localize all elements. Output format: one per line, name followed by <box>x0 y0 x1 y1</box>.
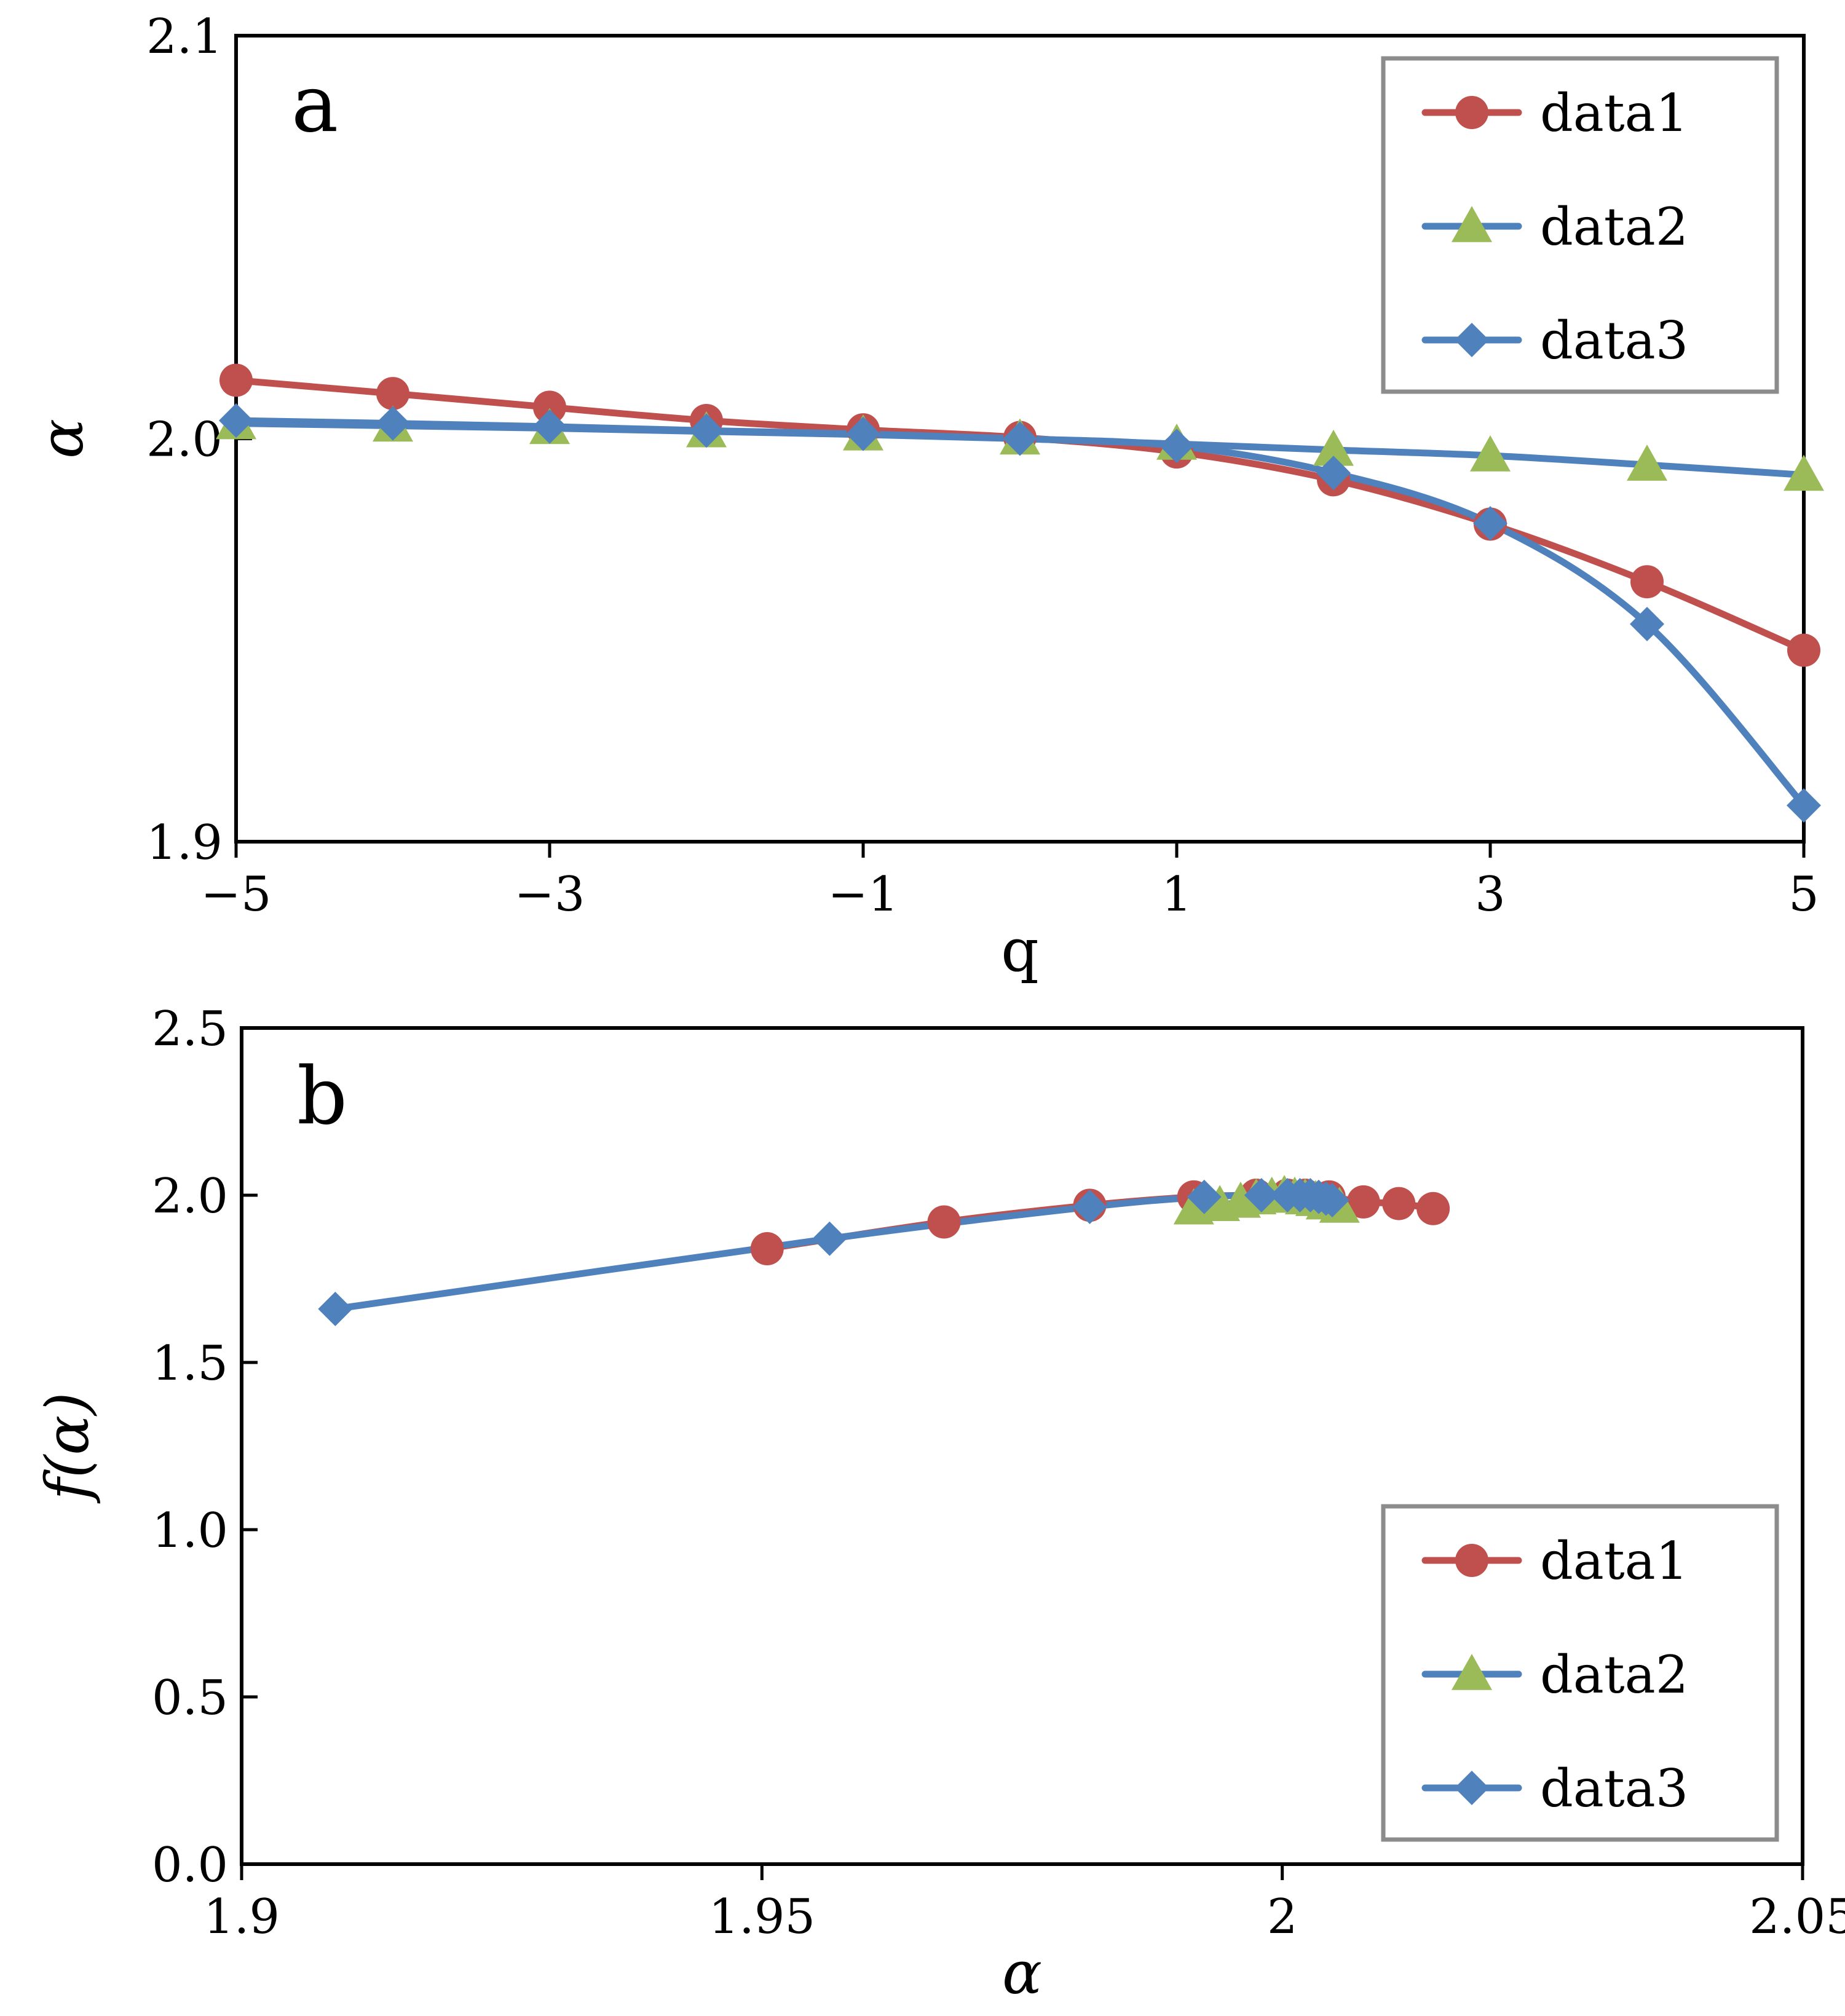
data-point-data3 <box>1160 429 1194 464</box>
data-point-data3 <box>1244 1178 1279 1212</box>
panel-label: b <box>297 1051 347 1142</box>
x-axis-label: q <box>1001 916 1038 985</box>
legend-marker-data1 <box>1455 1544 1488 1577</box>
plot-area <box>216 363 1824 823</box>
legend-marker-data3 <box>1455 323 1489 357</box>
legend-label-data2: data2 <box>1540 197 1688 257</box>
y-axis-label: f(α) <box>33 1392 102 1503</box>
data-point-data3 <box>1003 421 1037 456</box>
x-tick-label: 2.05 <box>1749 1889 1845 1945</box>
data-point-data1 <box>533 390 566 424</box>
legend-label-data3: data3 <box>1540 1758 1688 1819</box>
legend-label-data1: data1 <box>1540 1531 1688 1591</box>
x-tick-label: 5 <box>1788 867 1819 922</box>
data-point-data1 <box>1416 1192 1450 1225</box>
legend-marker-data2 <box>1452 1654 1492 1690</box>
y-tick-label: 1.0 <box>152 1503 228 1559</box>
series-line-data3 <box>232 417 1807 809</box>
legend-marker-data2 <box>1452 206 1492 242</box>
data-point-data3 <box>1473 506 1507 541</box>
x-axis-label: α <box>1002 1939 1042 2007</box>
y-axis-label: α <box>28 419 97 459</box>
x-tick-label: 1 <box>1161 867 1192 922</box>
y-tick-label: 0.0 <box>152 1838 228 1893</box>
plot-frame <box>240 1026 1804 1866</box>
data-point-data1 <box>219 363 253 397</box>
data-point-data1 <box>750 1232 784 1266</box>
data-point-data2 <box>1313 429 1354 466</box>
data-point-data1 <box>376 377 409 411</box>
plot-area <box>318 1175 1450 1326</box>
legend-label-data2: data2 <box>1540 1645 1688 1705</box>
data-point-data3 <box>1316 456 1351 491</box>
data-point-data1 <box>1346 1185 1380 1219</box>
data-point-data1 <box>1382 1187 1416 1220</box>
panel-label: a <box>291 58 338 150</box>
data-point-data2 <box>1627 445 1667 481</box>
x-tick-label: 2 <box>1267 1889 1298 1945</box>
x-tick-label: −5 <box>201 867 272 922</box>
panel-a: −5 −3 −1 1 3 5 1.9 2.0 2.1 q α a data1 data2 data3 <box>28 9 1824 985</box>
data-point-data3 <box>1187 1179 1222 1214</box>
legend-marker-data3 <box>1455 1771 1489 1805</box>
data-point-data2 <box>1784 454 1824 491</box>
data-point-data3 <box>846 416 880 451</box>
data-point-data2 <box>1470 435 1511 472</box>
x-tick-label: −3 <box>515 867 585 922</box>
y-tick-label: 2.0 <box>152 1169 228 1224</box>
x-tick-label: 3 <box>1475 867 1506 922</box>
legend-label-data3: data3 <box>1540 310 1688 371</box>
y-tick-label: 0.5 <box>152 1670 228 1726</box>
y-tick-label: 1.5 <box>152 1336 228 1391</box>
data-point-data3 <box>532 409 567 444</box>
data-point-data3 <box>1787 788 1821 823</box>
data-point-data3 <box>376 406 410 441</box>
x-tick-label: 1.95 <box>708 1889 815 1945</box>
x-tick-label: −1 <box>828 867 899 922</box>
data-point-data3 <box>1314 1183 1349 1218</box>
x-tick-label: 1.9 <box>203 1889 280 1945</box>
data-point-data1 <box>1787 633 1820 667</box>
data-point-data3 <box>1072 1190 1107 1225</box>
data-point-data3 <box>812 1221 847 1256</box>
data-point-data1 <box>1630 565 1664 599</box>
y-tick-label: 1.9 <box>146 815 223 871</box>
data-point-data3 <box>318 1291 353 1326</box>
data-point-data3 <box>689 413 724 448</box>
data-point-data1 <box>927 1205 961 1239</box>
y-tick-label: 2.5 <box>152 1002 228 1057</box>
panel-b: 1.9 1.95 2 2.05 0.0 0.5 1.0 1.5 2.0 2.5 α f(α) b data… <box>33 1002 1845 2007</box>
data-point-data3 <box>219 403 253 438</box>
y-tick-label: 2.1 <box>146 9 223 65</box>
data-point-data3 <box>1630 607 1664 642</box>
legend-label-data1: data1 <box>1540 83 1688 143</box>
legend-marker-data1 <box>1455 96 1488 129</box>
y-tick-label: 2.0 <box>146 413 223 468</box>
